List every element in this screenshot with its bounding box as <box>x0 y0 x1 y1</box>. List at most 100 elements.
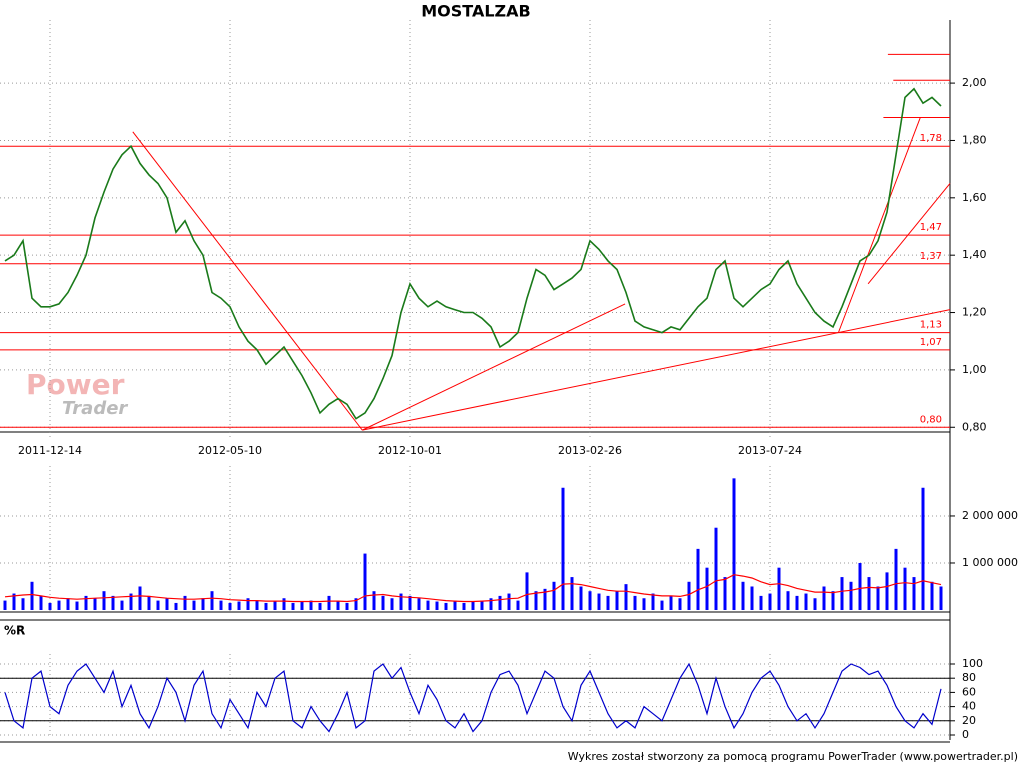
y-tick-label: 2 000 000 <box>962 509 1018 522</box>
bar <box>453 600 457 610</box>
bar <box>264 602 268 610</box>
bar <box>723 577 727 610</box>
y-tick-label: 1,00 <box>962 363 987 376</box>
bar <box>732 478 736 610</box>
bar <box>615 591 619 610</box>
bar <box>786 591 790 610</box>
bar <box>903 567 907 610</box>
bar <box>408 595 412 610</box>
y-tick-label: 1,20 <box>962 306 987 319</box>
bar <box>201 598 205 610</box>
bar <box>588 591 592 610</box>
bar <box>561 487 565 610</box>
bar <box>696 548 700 610</box>
bar <box>354 598 358 610</box>
bar <box>669 595 673 610</box>
bar <box>192 600 196 610</box>
level-label: 1,47 <box>920 222 942 233</box>
bar <box>579 586 583 610</box>
y-tick-label: 1,60 <box>962 191 987 204</box>
bar <box>930 581 934 610</box>
bar <box>714 527 718 610</box>
chart-title: MOSTALZAB <box>421 2 530 21</box>
bar <box>120 600 124 610</box>
bar <box>849 581 853 610</box>
bar <box>3 600 7 610</box>
bar <box>840 577 844 610</box>
bar <box>894 548 898 610</box>
trend-line <box>867 183 951 285</box>
bar <box>705 567 709 610</box>
bar <box>867 577 871 610</box>
level-label: 1,13 <box>920 320 942 331</box>
watermark: Power <box>26 368 125 401</box>
level-label: 1,37 <box>920 251 942 262</box>
bar <box>417 598 421 610</box>
bar <box>939 586 943 610</box>
watermark: Trader <box>62 398 128 419</box>
trend-line <box>837 117 921 333</box>
y-tick-label: 0 <box>962 728 969 741</box>
bar <box>759 595 763 610</box>
bar <box>813 598 817 610</box>
bar <box>471 601 475 610</box>
bar <box>426 600 430 610</box>
bar <box>678 598 682 610</box>
bar <box>741 581 745 610</box>
bar <box>237 601 241 610</box>
bar <box>498 595 502 610</box>
bar <box>525 572 529 610</box>
bar <box>876 586 880 610</box>
bar <box>399 593 403 610</box>
trend-line <box>362 309 951 431</box>
x-tick-label: 2011-12-14 <box>18 444 82 457</box>
trend-line <box>362 303 626 431</box>
data-line <box>4 87 942 420</box>
bar <box>183 595 187 610</box>
y-tick-label: 100 <box>962 657 983 670</box>
x-tick-label: 2012-05-10 <box>198 444 262 457</box>
bar <box>30 581 34 610</box>
bar <box>102 591 106 610</box>
y-tick-label: 60 <box>962 685 976 698</box>
bar <box>750 586 754 610</box>
bar <box>885 572 889 610</box>
bar <box>48 602 52 610</box>
x-tick-label: 2013-07-24 <box>738 444 802 457</box>
x-tick-label: 2012-10-01 <box>378 444 442 457</box>
bar <box>156 600 160 610</box>
bar <box>336 600 340 610</box>
bar <box>597 593 601 610</box>
bar <box>633 595 637 610</box>
bar <box>273 600 277 610</box>
bar <box>246 598 250 610</box>
bar <box>39 595 43 610</box>
bar <box>642 598 646 610</box>
bar <box>111 595 115 610</box>
y-tick-label: 1,80 <box>962 133 987 146</box>
bar <box>174 602 178 610</box>
bar <box>282 598 286 610</box>
bar <box>444 602 448 610</box>
bar <box>831 591 835 610</box>
y-tick-label: 1,40 <box>962 248 987 261</box>
data-line <box>4 662 942 733</box>
bar <box>300 601 304 610</box>
bar <box>912 577 916 610</box>
bar <box>606 595 610 610</box>
bar <box>858 562 862 610</box>
bar <box>489 598 493 610</box>
trend-line <box>132 131 363 431</box>
y-tick-label: 0,80 <box>962 420 987 433</box>
bar <box>309 600 313 610</box>
bar <box>291 602 295 610</box>
bar <box>687 581 691 610</box>
data-line <box>4 574 942 603</box>
bar <box>129 593 133 610</box>
bar <box>660 600 664 610</box>
bar <box>534 591 538 610</box>
bar <box>516 600 520 610</box>
indicator-title: %R <box>4 624 25 638</box>
